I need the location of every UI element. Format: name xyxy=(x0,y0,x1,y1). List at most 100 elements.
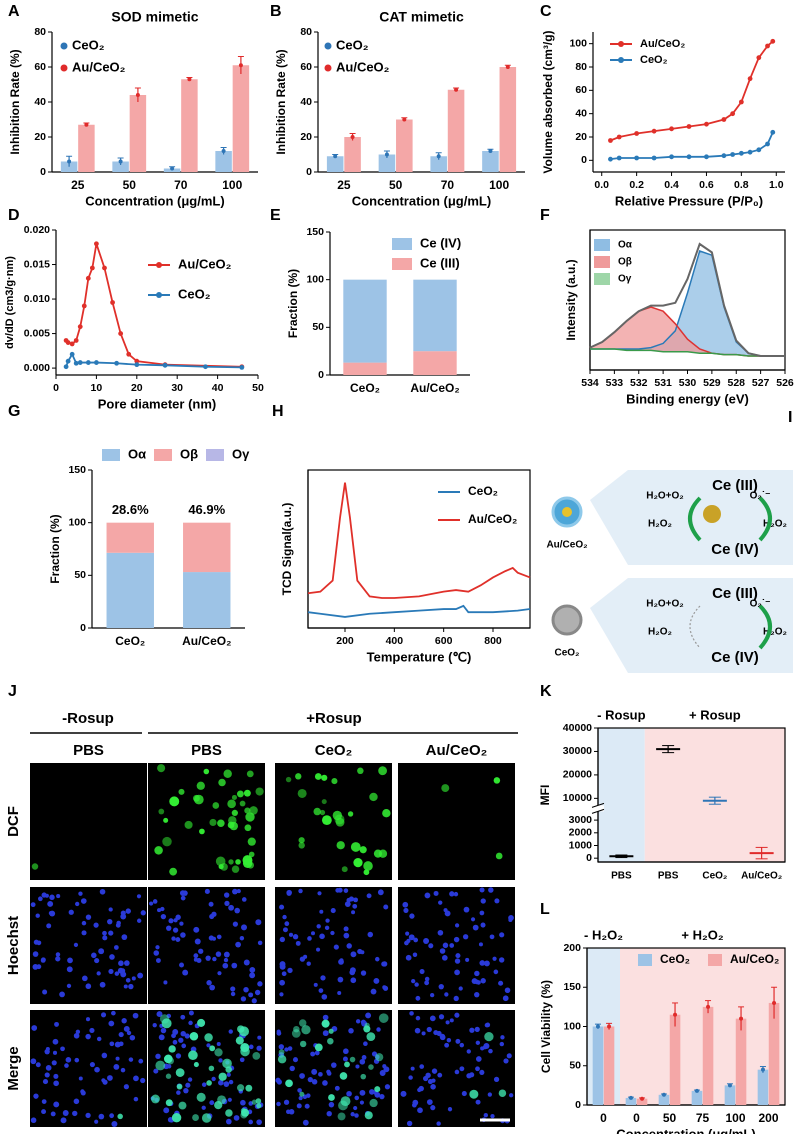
point xyxy=(634,131,640,136)
nucleus xyxy=(176,1090,181,1095)
nucleus xyxy=(343,926,349,932)
dcf-signal xyxy=(168,1045,176,1053)
legend-label: Au/CeO₂ xyxy=(730,952,779,966)
y-axis-title: Fraction (%) xyxy=(48,514,62,583)
dcf-signal xyxy=(209,818,217,826)
data-point xyxy=(640,1096,645,1101)
particle-core xyxy=(562,507,572,517)
nucleus xyxy=(302,1119,309,1126)
nucleus xyxy=(30,1117,37,1124)
nucleus xyxy=(80,1089,85,1094)
nucleus xyxy=(166,925,172,931)
nucleus xyxy=(454,1012,460,1018)
nucleus xyxy=(96,1036,102,1042)
data-point xyxy=(187,77,192,82)
nucleus xyxy=(311,1079,318,1085)
nucleus xyxy=(437,1072,443,1078)
nucleus xyxy=(153,950,160,956)
nucleus xyxy=(111,1010,116,1016)
legend-marker xyxy=(324,64,332,72)
panel-label: F xyxy=(540,207,550,224)
nucleus xyxy=(52,1038,59,1045)
nucleus xyxy=(171,936,176,941)
nucleus xyxy=(350,1112,355,1117)
nucleus xyxy=(444,910,451,917)
nucleus xyxy=(469,1027,475,1033)
particle xyxy=(551,604,583,636)
nucleus xyxy=(98,948,105,955)
nucleus xyxy=(152,899,158,904)
nucleus xyxy=(140,910,146,916)
nucleus xyxy=(479,887,485,893)
legend-marker xyxy=(618,41,624,47)
nucleus xyxy=(211,911,217,917)
data-point xyxy=(628,1095,633,1100)
nucleus xyxy=(179,962,185,968)
chart-title: SOD mimetic xyxy=(111,9,198,25)
nucleus xyxy=(357,948,363,955)
dcf-signal xyxy=(338,1100,348,1111)
dcf-signal xyxy=(339,1072,348,1080)
dcf-signal xyxy=(243,789,251,797)
dcf-signal xyxy=(255,1098,262,1104)
nucleus xyxy=(248,1044,254,1050)
nucleus xyxy=(239,1057,245,1063)
nucleus xyxy=(379,1093,385,1100)
nucleus xyxy=(118,960,124,967)
x-axis-title: Relative Pressure (P/P₀) xyxy=(615,193,763,208)
nucleus xyxy=(198,948,204,954)
nucleus xyxy=(346,943,352,949)
nucleus xyxy=(123,984,128,989)
nucleus xyxy=(296,1103,302,1109)
nucleus xyxy=(155,945,160,950)
nucleus xyxy=(307,1076,313,1083)
nucleus xyxy=(318,1071,323,1077)
nucleus xyxy=(241,924,248,931)
dcf-signal xyxy=(231,794,237,800)
x-tick-label: 30 xyxy=(171,382,183,394)
legend-label: CeO₂ xyxy=(178,286,211,301)
nucleus xyxy=(62,1110,69,1116)
dcf-signal xyxy=(360,1073,367,1080)
nucleus xyxy=(350,951,357,958)
dcf-signal xyxy=(498,1089,507,1097)
nucleus xyxy=(493,1076,500,1083)
dcf-signal xyxy=(293,1025,300,1033)
nucleus xyxy=(292,934,299,940)
nucleus xyxy=(257,981,263,987)
nucleus xyxy=(30,1058,37,1065)
point xyxy=(721,117,727,122)
nucleus xyxy=(204,888,210,894)
nucleus xyxy=(493,969,499,975)
x-tick-label: 40 xyxy=(212,382,224,394)
dcf-signal xyxy=(196,781,205,790)
value-label: 28.6% xyxy=(112,502,149,517)
nucleus xyxy=(73,1032,80,1039)
y-axis-title: Inhibition Rate (%) xyxy=(8,49,22,154)
nucleus xyxy=(348,1028,354,1034)
row-label: DCF xyxy=(5,806,22,837)
nucleus xyxy=(50,1111,56,1117)
dcf-signal xyxy=(353,858,363,868)
nucleus xyxy=(508,915,514,921)
nucleus xyxy=(279,961,286,968)
data-point xyxy=(607,1024,612,1029)
nucleus xyxy=(500,1035,505,1040)
line xyxy=(307,604,531,618)
nucleus xyxy=(107,918,113,925)
dcf-signal xyxy=(252,1052,261,1060)
nucleus xyxy=(239,936,245,941)
dcf-signal xyxy=(165,1073,172,1079)
legend-marker xyxy=(60,42,68,50)
nucleus xyxy=(36,964,42,970)
nucleus xyxy=(160,1027,167,1034)
nucleus xyxy=(168,918,174,924)
dcf-signal xyxy=(222,1058,232,1069)
point xyxy=(651,155,657,161)
nucleus xyxy=(121,934,128,941)
x-tick-label: 0 xyxy=(53,382,59,394)
dcf-signal xyxy=(192,1114,199,1121)
nucleus xyxy=(257,1035,262,1040)
nucleus xyxy=(453,891,459,897)
nucleus xyxy=(185,1082,191,1088)
